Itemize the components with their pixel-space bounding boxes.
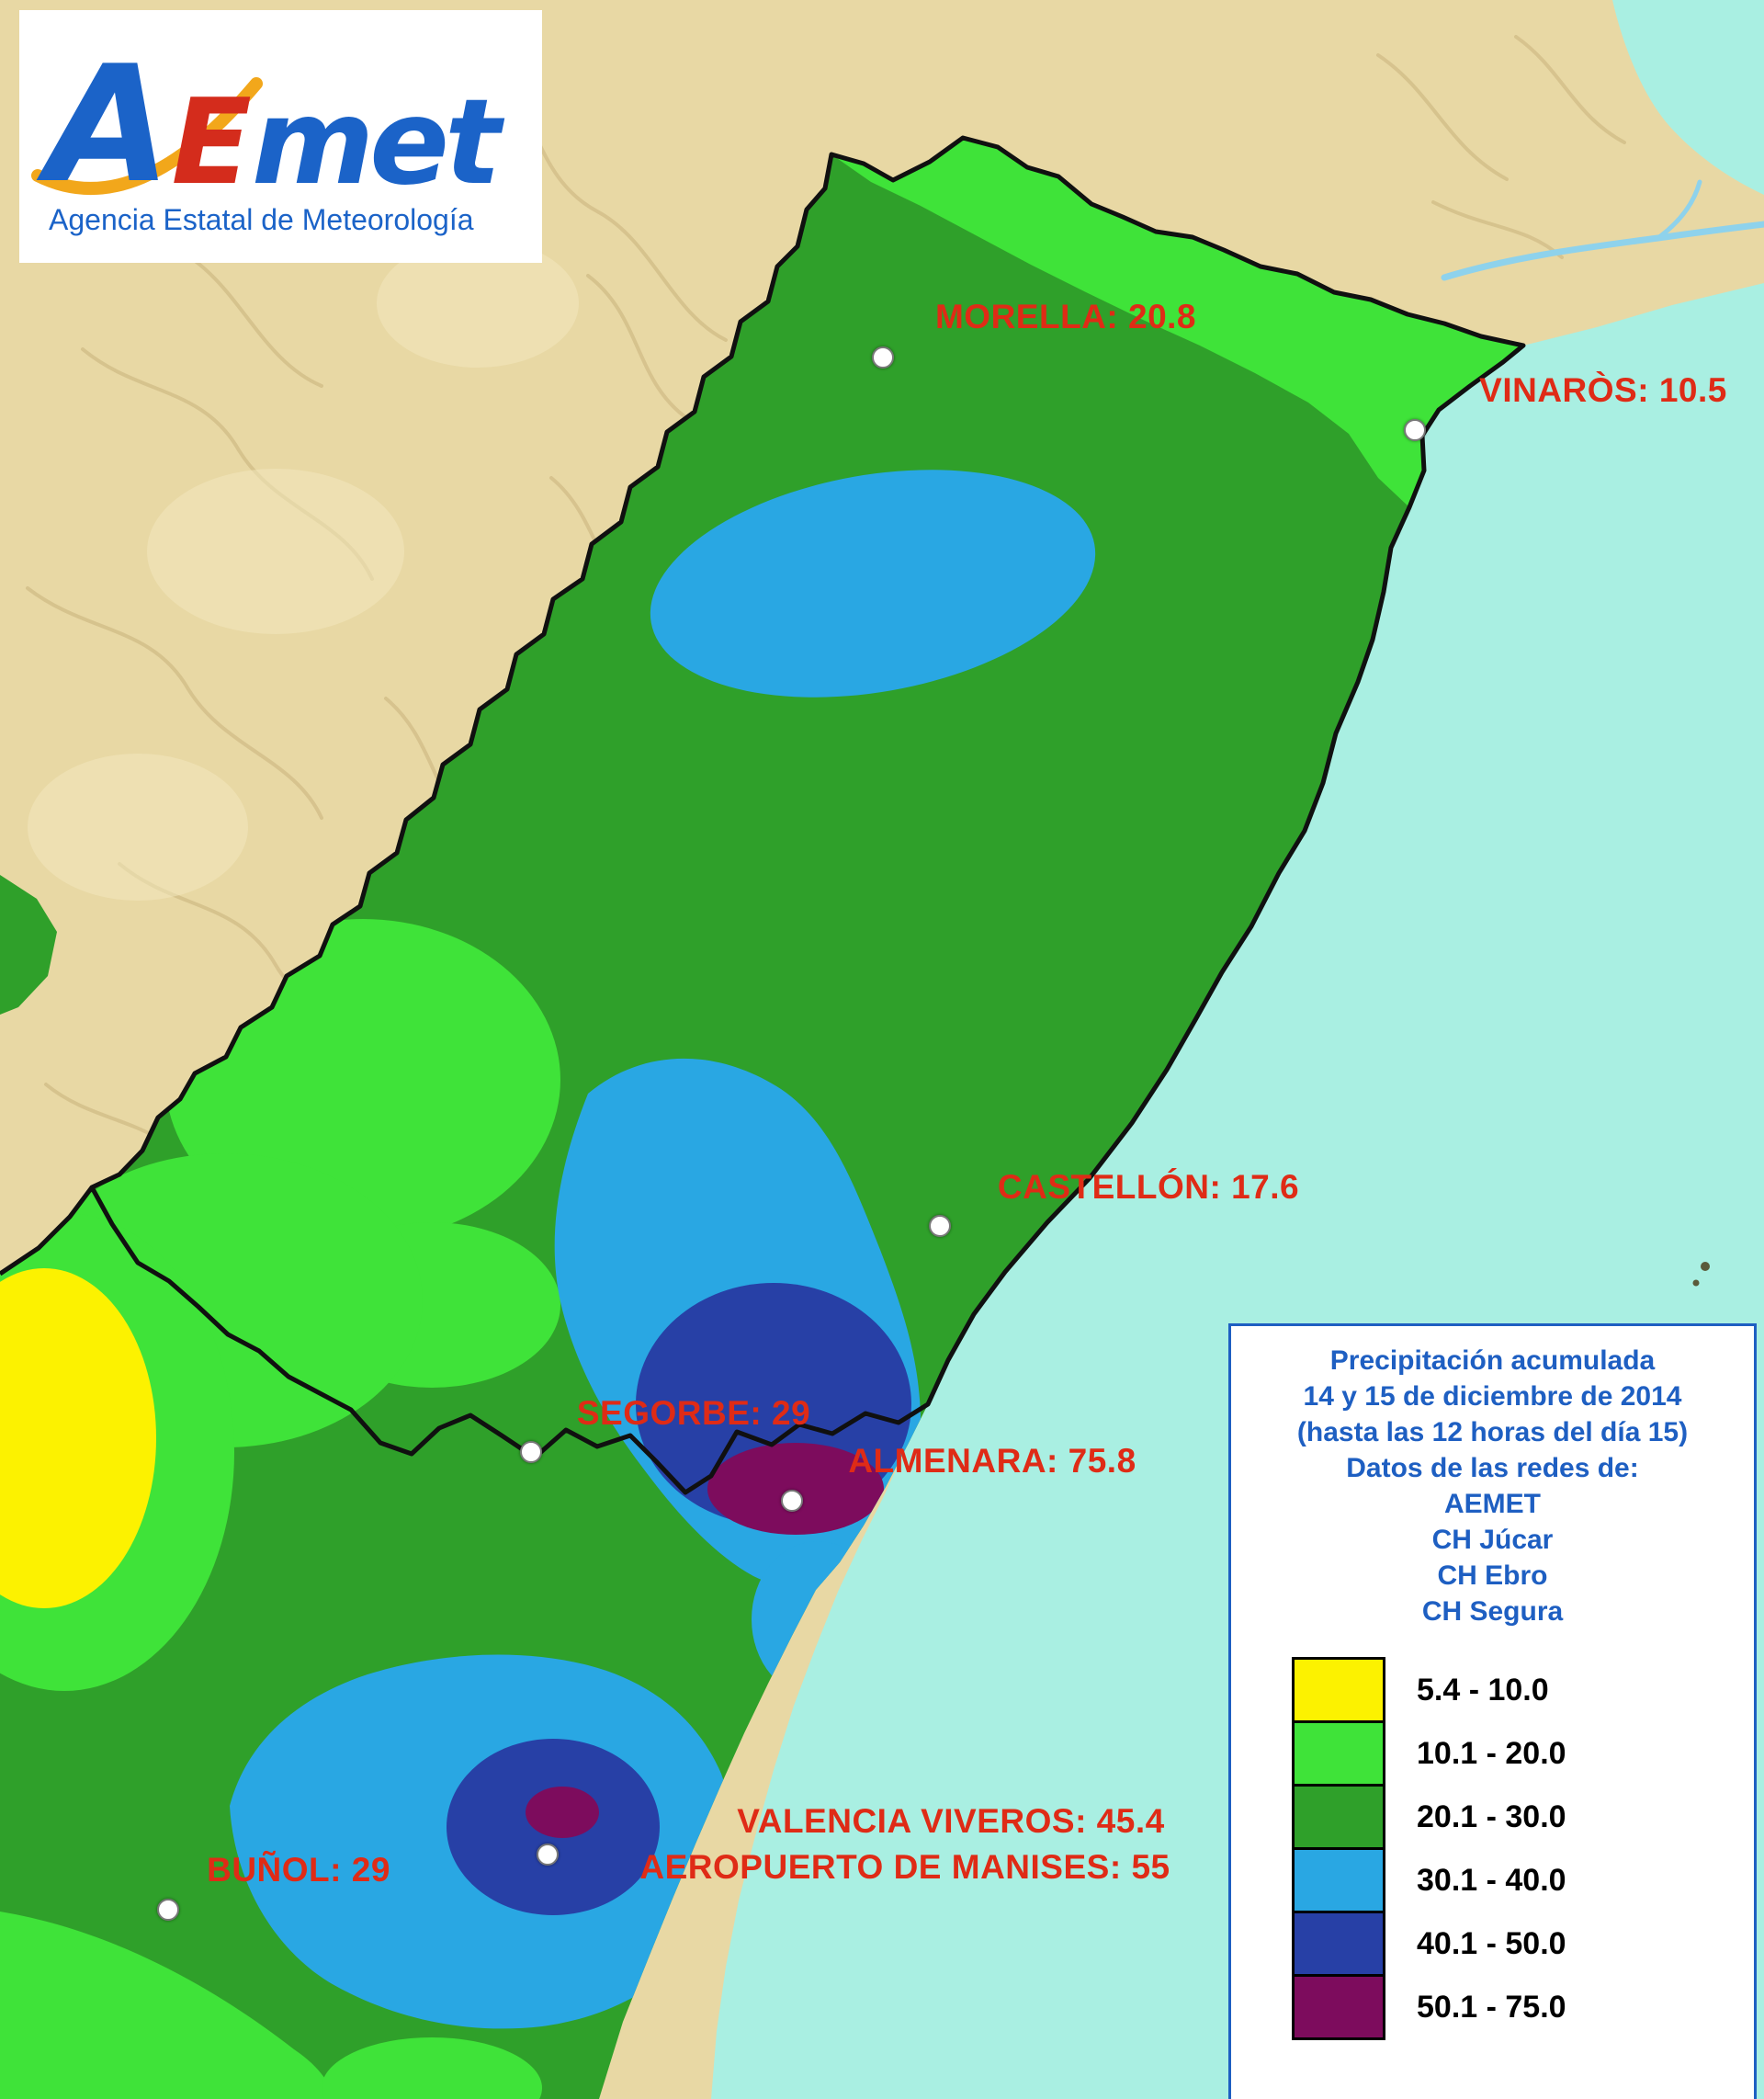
station-dot-morella [872, 346, 894, 369]
legend-title-line: (hasta las 12 horas del día 15) [1296, 1417, 1689, 1447]
logo-letters-met: met [251, 74, 501, 212]
legend-range-label: 5.4 - 10.0 [1417, 1672, 1549, 1708]
legend-title-line: AEMET [1444, 1489, 1541, 1519]
legend-swatch-green [1292, 1784, 1385, 1850]
legend-range-label: 30.1 - 40.0 [1417, 1862, 1566, 1898]
legend-title-line: Datos de las redes de: [1346, 1453, 1639, 1483]
station-dot-vinaros [1404, 419, 1426, 441]
band-light-green-bottom-left [0, 1912, 335, 2099]
legend-title-line: Precipitación acumulada [1329, 1345, 1656, 1376]
legend-title-line: 14 y 15 de diciembre de 2014 [1303, 1381, 1682, 1412]
station-dot-manises [537, 1844, 559, 1866]
station-label-segorbe: SEGORBE: 29 [576, 1394, 811, 1432]
band-light-green-bottom [322, 2037, 542, 2099]
aemet-logo-swoosh-icon [31, 77, 263, 195]
legend-range-label: 10.1 - 20.0 [1417, 1735, 1566, 1771]
band-purple-almenara [707, 1443, 884, 1535]
station-dot-castellon [929, 1215, 951, 1237]
station-dot-almenara [781, 1490, 803, 1512]
legend-swatch-yellow [1292, 1657, 1385, 1723]
agency-name: Agencia Estatal de Meteorología [49, 203, 474, 236]
sea-north-corner [1612, 0, 1764, 195]
legend-title: Precipitación acumulada 14 y 15 de dicie… [1231, 1343, 1754, 1629]
legend-row: 30.1 - 40.0 [1292, 1847, 1754, 1913]
logo-letter-e: E [171, 74, 252, 212]
band-light-green-north [831, 138, 1523, 507]
station-label-bunol: BUÑOL: 29 [207, 1851, 390, 1889]
legend-swatch-purple [1292, 1974, 1385, 2040]
legend-title-line: CH Júcar [1431, 1525, 1554, 1555]
band-yellow-west [0, 1268, 156, 1608]
legend-row: 20.1 - 30.0 [1292, 1784, 1754, 1850]
legend-swatch-light-green [1292, 1720, 1385, 1787]
legend-title-line: CH Segura [1421, 1596, 1564, 1627]
legend-range-label: 40.1 - 50.0 [1417, 1925, 1566, 1961]
columbretes-islands [1692, 1262, 1710, 1287]
legend-range-label: 20.1 - 30.0 [1417, 1798, 1566, 1834]
band-blue-upper [650, 470, 1096, 698]
station-label-valencia-viveros: VALENCIA VIVEROS: 45.4 [737, 1802, 1165, 1840]
band-purple-valencia [526, 1787, 599, 1838]
station-label-morella: MORELLA: 20.8 [934, 298, 1197, 335]
station-label-vinaros: VINARÒS: 10.5 [1479, 371, 1727, 409]
station-label-manises: AEROPUERTO DE MANISES: 55 [639, 1848, 1170, 1886]
station-dot-segorbe [520, 1441, 542, 1463]
legend-scale: 5.4 - 10.0 10.1 - 20.0 20.1 - 30.0 30.1 … [1292, 1657, 1754, 2040]
legend-swatch-dark-blue [1292, 1911, 1385, 1977]
legend-row: 50.1 - 75.0 [1292, 1974, 1754, 2040]
province-border [0, 135, 1526, 1495]
station-dot-bunol [157, 1899, 179, 1921]
legend-range-label: 50.1 - 75.0 [1417, 1989, 1566, 2025]
legend-row: 5.4 - 10.0 [1292, 1657, 1754, 1723]
legend-title-line: CH Ebro [1437, 1560, 1548, 1591]
legend-row: 40.1 - 50.0 [1292, 1911, 1754, 1977]
terrain-highlights [28, 239, 579, 901]
station-label-castellon: CASTELLÓN: 17.6 [997, 1168, 1300, 1206]
logo-letter-a: A [47, 32, 172, 219]
station-label-almenara: ALMENARA: 75.8 [848, 1442, 1136, 1480]
precipitation-bands [0, 138, 1523, 2099]
legend-panel: Precipitación acumulada 14 y 15 de dicie… [1228, 1323, 1757, 2099]
ebro-river [1441, 179, 1764, 281]
west-edge-rain-patch [0, 875, 57, 1015]
legend-swatch-light-blue [1292, 1847, 1385, 1913]
legend-row: 10.1 - 20.0 [1292, 1720, 1754, 1787]
